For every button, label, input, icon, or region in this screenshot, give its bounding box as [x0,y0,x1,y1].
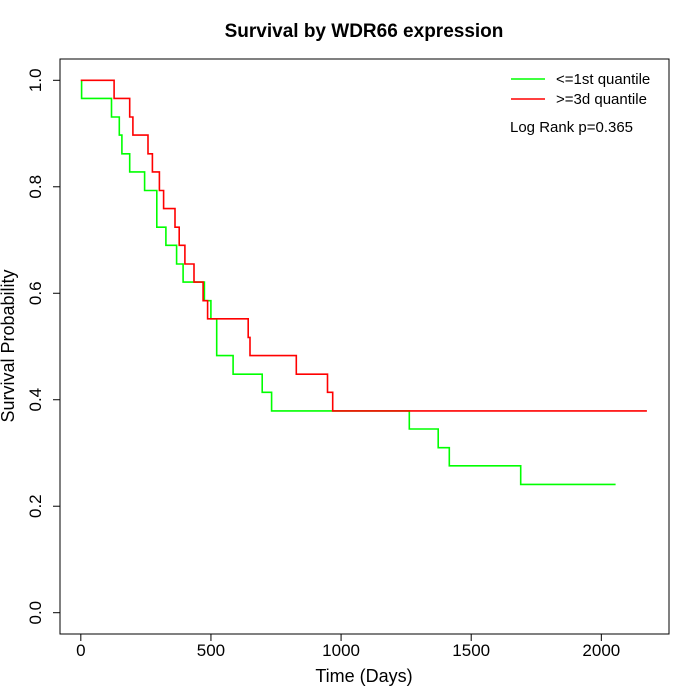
plot-frame [59,58,670,635]
survival-curves [80,79,647,486]
y-tick-label: 0.4 [26,388,45,412]
log-rank-annotation: Log Rank p=0.365 [510,119,633,136]
chart-title: Survival by WDR66 expression [225,21,504,42]
x-axis: 0 500 1000 1500 2000 [76,633,620,660]
y-tick-label: 0.2 [26,494,45,518]
x-tick-label: 2000 [582,641,620,660]
x-tick-label: 1000 [322,641,360,660]
x-tick-label: 0 [76,641,85,660]
y-tick-label: 0.0 [26,601,45,625]
legend-label-1: <=1st quantile [556,71,650,88]
legend-label-2: >=3d quantile [556,91,647,108]
survival-curve-2 [80,79,647,412]
y-tick-label: 0.6 [26,281,45,305]
y-tick-label: 1.0 [26,68,45,92]
x-tick-label: 500 [197,641,225,660]
survival-curve-1 [80,79,616,486]
legend: <=1st quantile >=3d quantile [511,71,650,108]
y-tick-label: 0.8 [26,175,45,199]
y-axis-label: Survival Probability [0,269,18,422]
x-axis-label: Time (Days) [315,666,412,686]
x-tick-label: 1500 [452,641,490,660]
y-axis: 0.0 0.2 0.4 0.6 0.8 1.0 [26,68,61,625]
